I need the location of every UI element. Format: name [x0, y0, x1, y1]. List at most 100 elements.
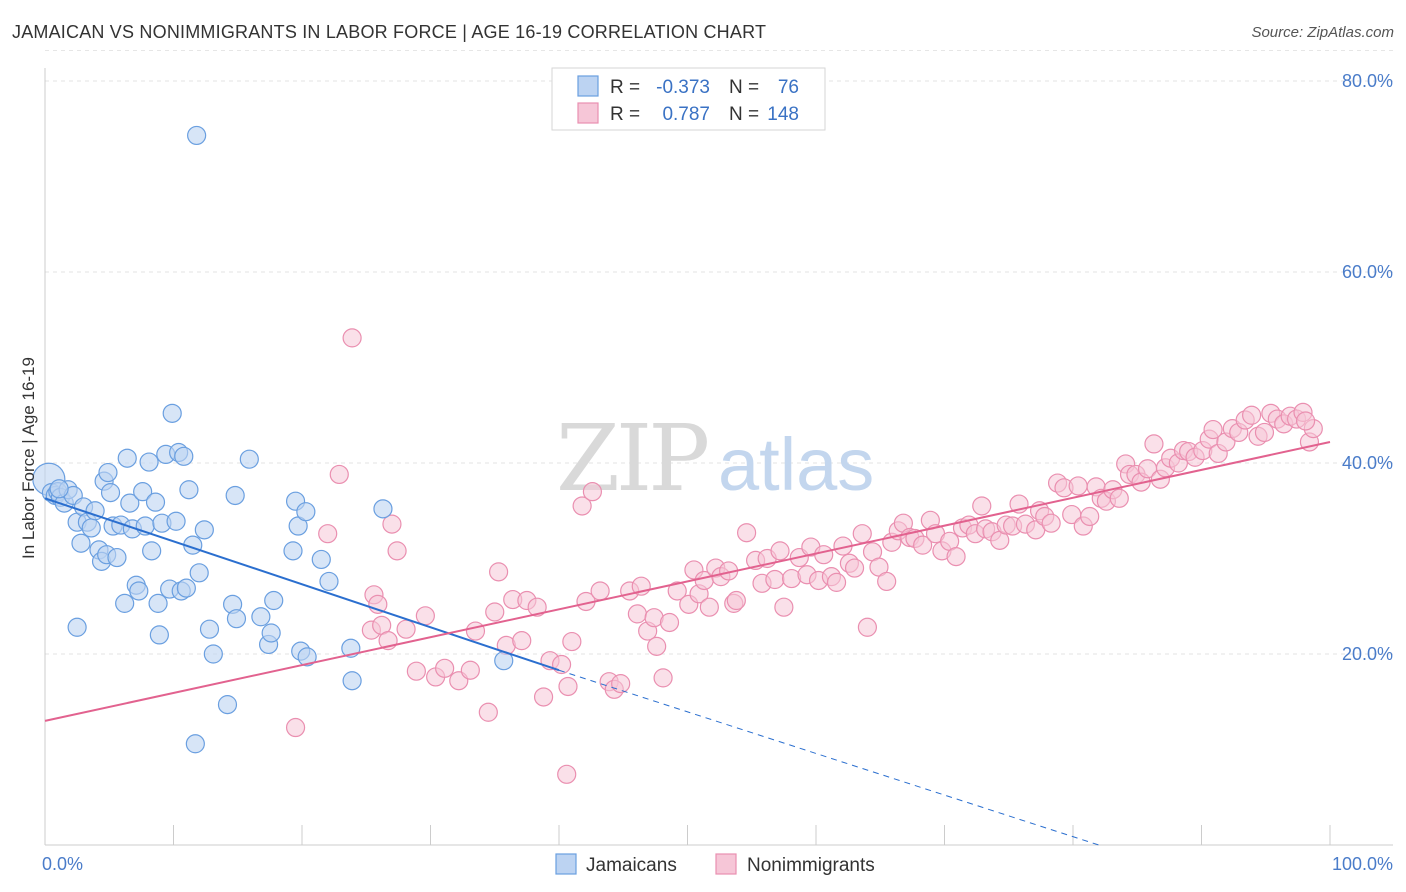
nonimmigrants-point: [527, 597, 547, 617]
jamaicans-point: [251, 607, 271, 627]
nonimmigrants-point: [533, 687, 554, 707]
jamaicans-point: [296, 502, 316, 522]
jamaicans-point: [179, 480, 199, 500]
nonimmigrants-point: [611, 674, 631, 694]
jamaicans-point: [120, 493, 140, 513]
nonimmigrants-point: [582, 482, 603, 502]
chart-title: JAMAICAN VS NONIMMIGRANTS IN LABOR FORCE…: [12, 22, 767, 42]
jamaicans-point: [81, 518, 101, 538]
legend-swatch-nonimmigrants: [577, 102, 599, 124]
jamaicans-point: [49, 479, 69, 499]
jamaicans-point: [176, 578, 196, 598]
jamaicans-point: [185, 734, 205, 754]
jamaicans-point: [174, 446, 194, 466]
nonimmigrants-point: [590, 581, 610, 601]
nonimmigrants-point: [562, 631, 582, 652]
nonimmigrants-point: [1109, 488, 1129, 508]
nonimmigrants-point: [512, 631, 532, 651]
nonimmigrants-point: [972, 496, 992, 516]
jamaicans-point: [115, 593, 135, 613]
nonimmigrants-point: [1041, 513, 1061, 533]
jamaicans-point: [217, 695, 238, 715]
bottom-legend-swatch-jamaicans: [555, 853, 577, 875]
trend-lines: [44, 441, 1331, 846]
nonimmigrants-point: [1080, 506, 1100, 527]
nonimmigrants-point: [627, 604, 647, 624]
x-tick-label-max: 100.0%: [1332, 854, 1393, 874]
nonimmigrants-point: [765, 569, 785, 590]
nonimmigrants-point: [285, 717, 306, 738]
bottom-legend-swatch-nonimmigrants: [715, 853, 737, 875]
jamaicans-point: [261, 623, 281, 643]
jamaicans-point: [139, 452, 159, 472]
nonimmigrants-point: [318, 524, 338, 544]
jamaicans-point: [226, 609, 247, 629]
legend-r-value-1: -0.373: [656, 77, 710, 98]
nonimmigrants-point: [726, 590, 746, 611]
nonimmigrants-point: [558, 676, 578, 697]
y-axis-title: In Labor Force | Age 16-19: [19, 357, 38, 559]
nonimmigrants-point: [647, 636, 667, 656]
nonimmigrants-point: [844, 558, 865, 578]
nonimmigrants-point: [667, 581, 687, 601]
watermark: ZIP atlas: [556, 405, 874, 512]
nonimmigrants-point: [946, 546, 966, 567]
jamaicans-point: [100, 483, 121, 503]
legend-n-label-2: N =: [729, 104, 759, 125]
nonimmigrants-point: [382, 514, 402, 534]
legend-r-label-2: R =: [610, 104, 640, 125]
legend-swatch-jamaicans: [577, 75, 599, 97]
watermark-zip: ZIP: [556, 405, 707, 512]
jamaicans-point: [149, 625, 169, 645]
nonimmigrants-point: [557, 764, 577, 784]
nonimmigrants-point: [415, 606, 435, 626]
jamaicans-point: [166, 511, 186, 531]
nonimmigrants-point: [913, 535, 933, 555]
nonimmigrants-point: [342, 328, 362, 348]
correlation-legend: R = -0.373 N = 76 R = 0.787 N = 148: [551, 67, 826, 131]
nonimmigrants-point: [826, 572, 847, 592]
nonimmigrants-point: [406, 661, 426, 681]
jamaicans-point: [373, 499, 393, 519]
y-tick-label: 40.0%: [1342, 453, 1393, 473]
jamaicans-point: [71, 533, 91, 553]
nonimmigrants-point: [435, 658, 455, 678]
legend-n-value-1: 76: [778, 77, 799, 98]
nonimmigrants-point: [387, 541, 407, 561]
jamaicans-point: [189, 563, 209, 583]
jamaicans-point: [239, 449, 259, 469]
watermark-atlas: atlas: [718, 423, 874, 506]
jamaicans-trend-line: [44, 497, 560, 672]
nonimmigrants-point: [770, 541, 790, 561]
y-tick-labels: 20.0% 40.0% 60.0% 80.0%: [1342, 71, 1393, 664]
bottom-legend-jamaicans: Jamaicans: [586, 855, 677, 876]
bottom-legend-nonimmigrants: Nonimmigrants: [747, 855, 875, 876]
nonimmigrants-point: [1254, 422, 1275, 443]
nonimmigrants-point: [1068, 476, 1088, 496]
jamaicans-points: [32, 125, 514, 754]
y-tick-label: 80.0%: [1342, 71, 1393, 91]
jamaicans-point: [133, 482, 153, 502]
jamaicans-point: [148, 593, 168, 613]
nonimmigrants-point: [877, 571, 897, 592]
jamaicans-point: [117, 448, 137, 468]
jamaicans-point: [129, 581, 149, 601]
nonimmigrants-point: [852, 524, 872, 544]
nonimmigrants-point: [737, 523, 757, 543]
nonimmigrants-point: [1203, 419, 1223, 440]
jamaicans-point: [67, 617, 87, 637]
source-label: Source: ZipAtlas.com: [1251, 24, 1394, 41]
nonimmigrants-point: [460, 660, 480, 680]
nonimmigrants-point: [465, 621, 486, 641]
nonimmigrants-point: [699, 597, 719, 617]
nonimmigrants-trend-line: [44, 441, 1331, 722]
jamaicans-point: [283, 541, 303, 561]
nonimmigrants-point: [1295, 411, 1316, 431]
nonimmigrants-point: [485, 602, 505, 622]
y-tick-label: 20.0%: [1342, 644, 1393, 664]
legend-r-label-1: R =: [610, 77, 640, 98]
nonimmigrants-point: [572, 496, 592, 516]
jamaicans-point: [107, 547, 127, 568]
nonimmigrants-point: [396, 619, 416, 639]
